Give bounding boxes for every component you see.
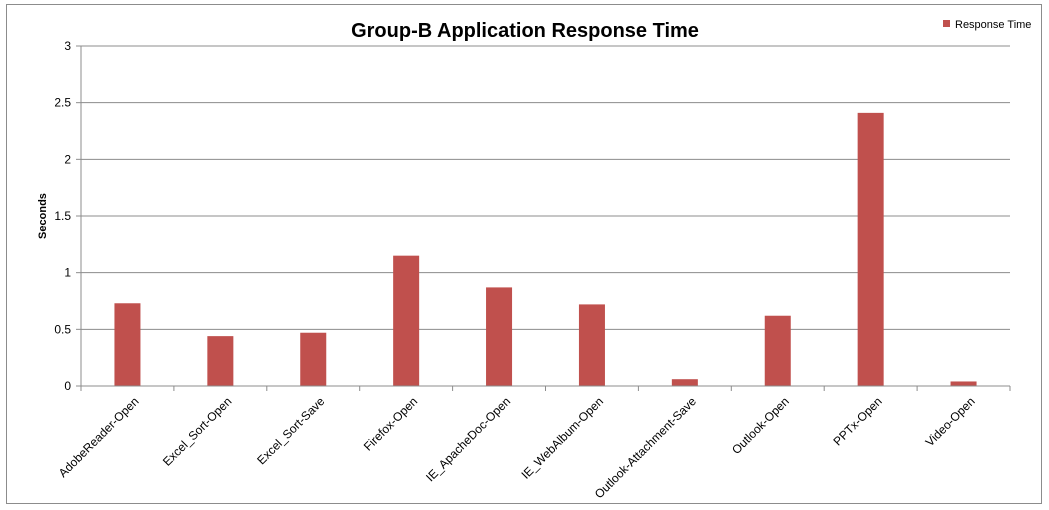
gridlines xyxy=(81,45,1010,330)
legend-swatch xyxy=(943,20,950,27)
bar xyxy=(671,379,698,386)
y-tick-label: 0.5 xyxy=(54,322,71,336)
y-axis-ticks: 0 0.5 1 1.5 2 2.5 3 xyxy=(54,39,71,393)
x-category-label: Excel_Sort-Open xyxy=(160,394,235,469)
bars xyxy=(114,112,977,386)
x-category-label: AdobeReader-Open xyxy=(56,394,142,480)
x-category-label: Firefox-Open xyxy=(361,394,420,453)
y-tick-label: 2.5 xyxy=(54,96,71,110)
x-category-label: PPTx-Open xyxy=(831,394,885,448)
axes xyxy=(76,45,1011,391)
bar xyxy=(207,336,234,386)
x-category-label: IE_WebAlbum-Open xyxy=(519,394,607,482)
bar xyxy=(114,303,141,386)
x-category-label: Outlook-Attachment-Save xyxy=(592,394,699,501)
y-tick-label: 0 xyxy=(64,379,71,393)
chart-title: Group-B Application Response Time xyxy=(351,20,699,42)
bar xyxy=(764,315,791,386)
bar xyxy=(950,381,977,386)
legend: Response Time xyxy=(943,19,1031,31)
y-tick-label: 3 xyxy=(64,39,71,53)
x-category-label: Video-Open xyxy=(923,394,978,449)
bar xyxy=(857,112,884,386)
bar xyxy=(578,304,605,386)
bar xyxy=(300,332,327,386)
legend-label: Response Time xyxy=(955,19,1031,31)
bar xyxy=(486,287,513,386)
x-category-label: Outlook-Open xyxy=(729,394,792,457)
y-axis-label: Seconds xyxy=(37,193,49,239)
x-category-label: IE_ApacheDoc-Open xyxy=(423,394,513,484)
y-tick-label: 1.5 xyxy=(54,209,71,223)
y-tick-label: 1 xyxy=(64,266,71,280)
y-tick-label: 2 xyxy=(64,152,71,166)
bar xyxy=(393,255,420,386)
x-category-label: Excel_Sort-Save xyxy=(254,394,327,467)
x-axis-labels: AdobeReader-Open Excel_Sort-Open Excel_Sor… xyxy=(56,394,978,501)
